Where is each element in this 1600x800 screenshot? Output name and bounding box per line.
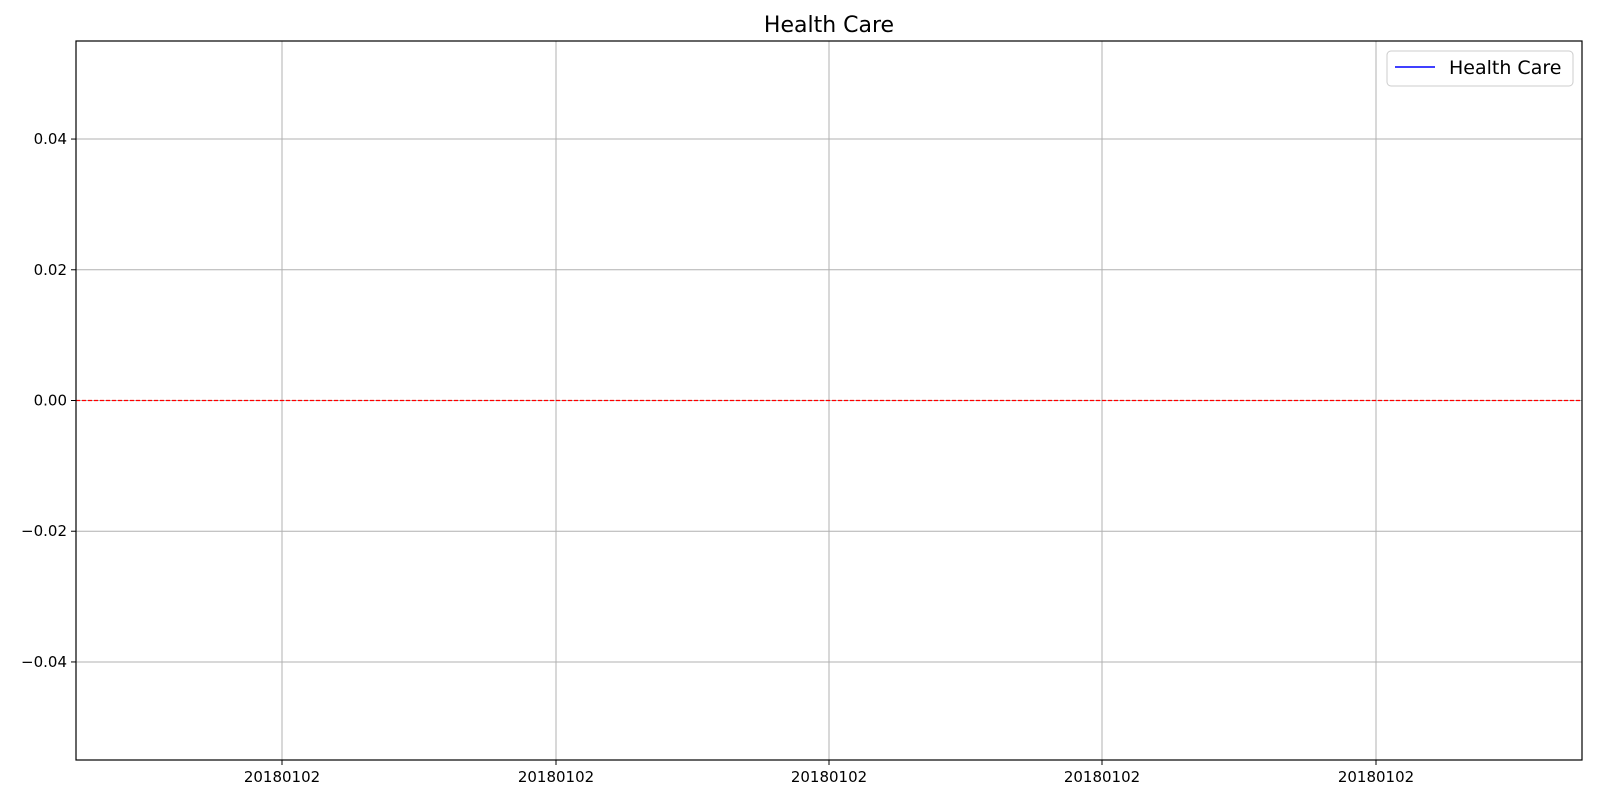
y-tick-label: 0.04: [34, 130, 67, 148]
x-axis-ticks: 20180102 20180102 20180102 20180102 20180102: [244, 760, 1414, 786]
legend: Health Care: [1386, 50, 1574, 87]
y-axis-ticks: 0.04 0.02 0.00 −0.02 −0.04: [21, 130, 76, 671]
x-tick-label: 20180102: [1338, 768, 1414, 786]
x-tick-label: 20180102: [1064, 768, 1140, 786]
y-tick-label: −0.02: [21, 522, 67, 540]
x-tick-label: 20180102: [791, 768, 867, 786]
y-tick-label: 0.02: [34, 261, 67, 279]
legend-box: [1386, 50, 1574, 87]
x-tick-label: 20180102: [518, 768, 594, 786]
y-tick-label: −0.04: [21, 653, 67, 671]
x-tick-label: 20180102: [244, 768, 320, 786]
legend-label: Health Care: [1449, 57, 1561, 79]
y-tick-label: 0.00: [34, 392, 67, 410]
chart-title: Health Care: [764, 13, 894, 38]
